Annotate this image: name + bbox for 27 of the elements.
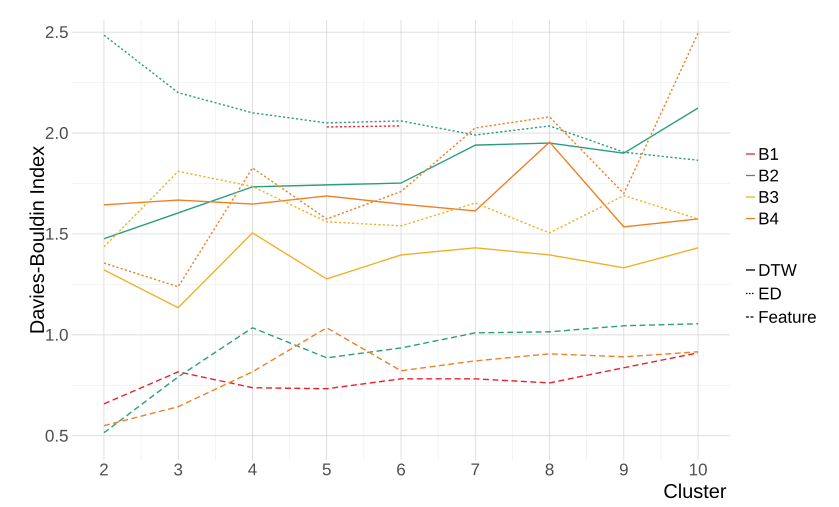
text: ED — [760, 288, 781, 300]
legend-label: B3 — [760, 190, 778, 203]
x-tick-label: 9 — [620, 464, 628, 476]
text: Feature — [760, 311, 816, 323]
x-tick-label: 7 — [471, 464, 480, 476]
x-tick-label: 10 — [690, 464, 707, 476]
x-tick-label: 8 — [546, 464, 554, 476]
y-axis-title: Davies-Bouldin Index — [29, 146, 44, 332]
legend-label: B1 — [760, 148, 778, 160]
text: DTW — [760, 264, 797, 276]
legend-label: B2 — [760, 170, 778, 182]
y-tick-label: 1.5 — [46, 228, 68, 240]
y-tick-label: 2.0 — [46, 127, 68, 140]
x-tick-label: 6 — [397, 464, 405, 476]
line-series — [103, 32, 699, 288]
y-tick-label: 0.5 — [46, 430, 68, 442]
line-series — [103, 232, 699, 308]
y-tick-label: 1.0 — [46, 328, 68, 341]
line-series — [103, 170, 699, 248]
x-tick-label: 2 — [100, 464, 108, 476]
x-tick-label: 5 — [322, 464, 331, 476]
x-axis-title: Cluster — [664, 484, 726, 498]
x-tick-label: 4 — [248, 464, 257, 476]
legend-label: B4 — [760, 212, 778, 224]
x-tick-label: 3 — [174, 464, 182, 476]
line-series — [103, 352, 699, 405]
y-tick-label: 2.5 — [46, 26, 68, 38]
